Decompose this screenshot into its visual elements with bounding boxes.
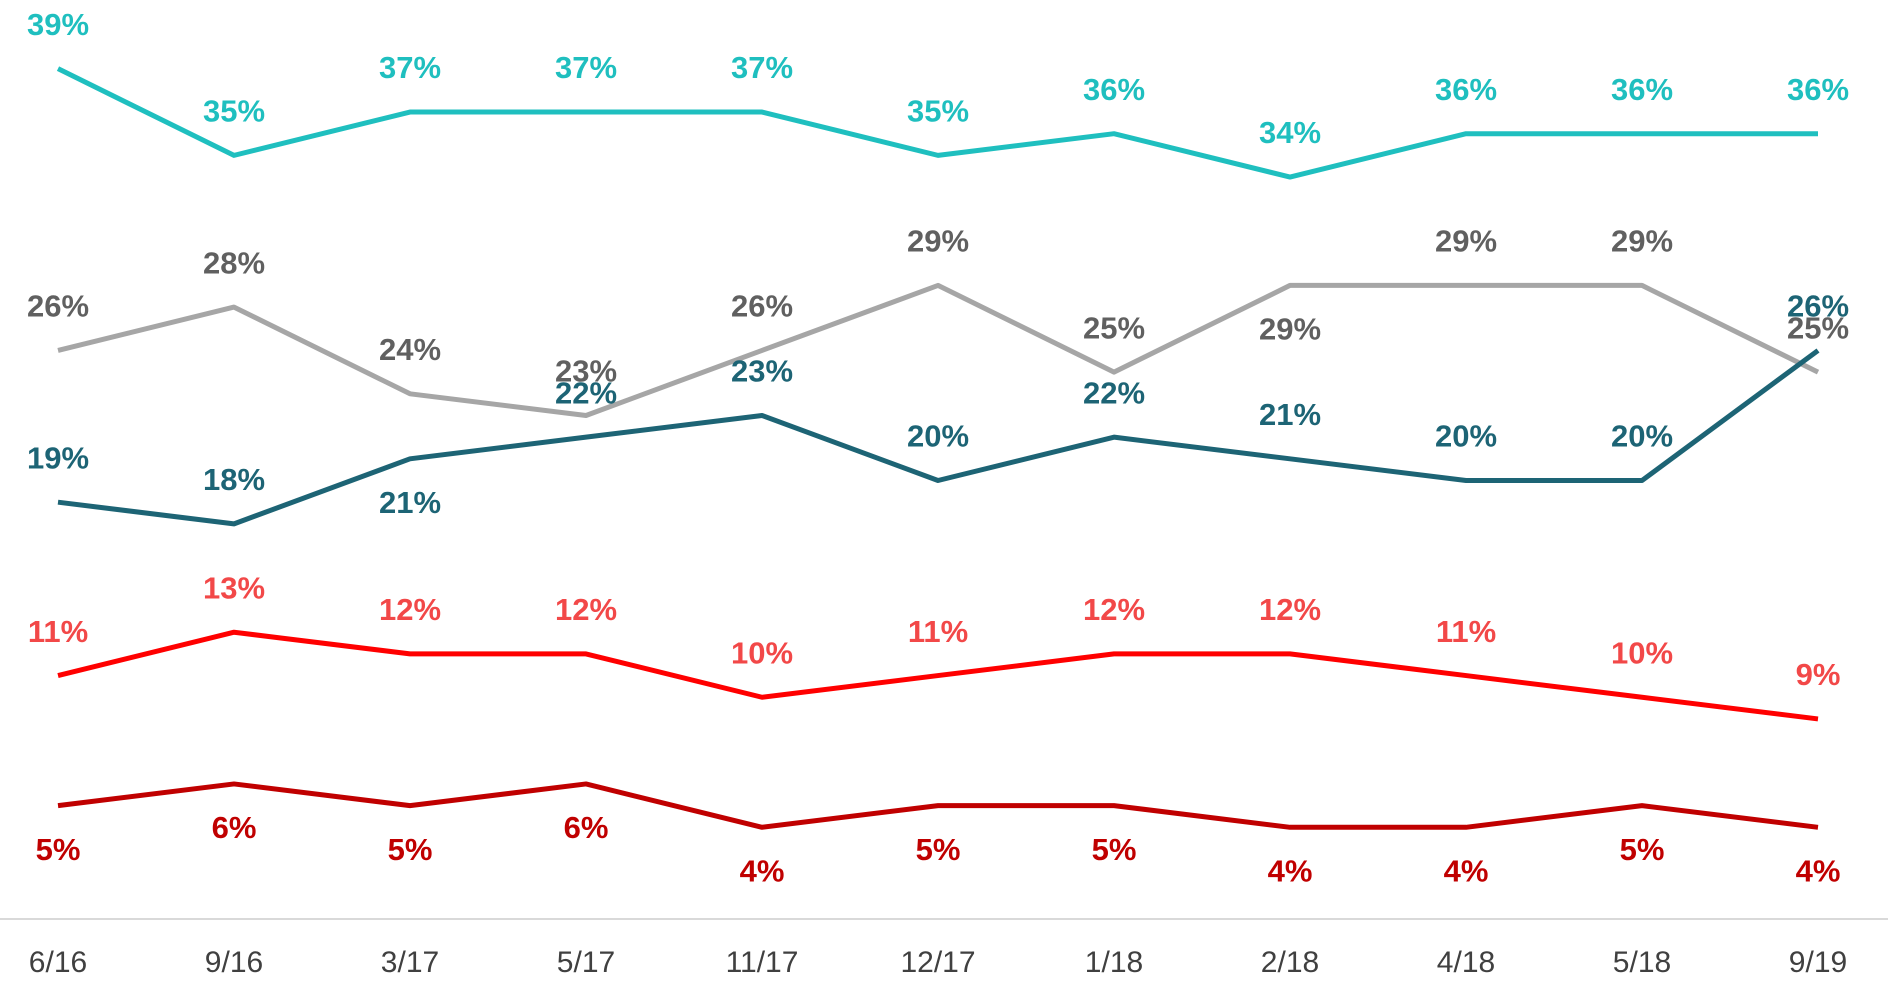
data-label: 37% (379, 50, 441, 85)
data-label: 20% (1611, 419, 1673, 454)
x-tick-label: 11/17 (726, 946, 799, 979)
data-label: 4% (1796, 853, 1841, 888)
data-label: 34% (1259, 115, 1321, 150)
data-label: 37% (731, 50, 793, 85)
data-label: 22% (555, 375, 617, 410)
data-label: 25% (1083, 310, 1145, 345)
data-label: 21% (1259, 397, 1321, 432)
data-label: 26% (731, 289, 793, 324)
data-label: 20% (907, 419, 969, 454)
data-label: 39% (27, 7, 89, 42)
data-label: 5% (916, 832, 961, 867)
data-label: 6% (212, 810, 257, 845)
data-label: 29% (907, 224, 969, 259)
data-label: 29% (1611, 224, 1673, 259)
x-tick-label: 4/18 (1437, 946, 1495, 979)
data-label: 22% (1083, 375, 1145, 410)
x-tick-label: 5/17 (557, 946, 615, 979)
data-label: 36% (1083, 72, 1145, 107)
x-tick-label: 3/17 (381, 946, 439, 979)
data-label: 35% (203, 94, 265, 129)
data-label: 12% (1259, 592, 1321, 627)
data-label: 24% (379, 332, 441, 367)
x-tick-label: 1/18 (1085, 946, 1143, 979)
data-label: 12% (555, 592, 617, 627)
x-tick-label: 9/16 (205, 946, 263, 979)
data-label: 26% (1787, 289, 1849, 324)
data-label: 4% (1444, 853, 1489, 888)
series-line (57, 629, 1819, 722)
x-tick-label: 9/19 (1789, 946, 1847, 979)
data-label: 5% (1620, 832, 1665, 867)
data-label: 36% (1611, 72, 1673, 107)
data-label: 36% (1435, 72, 1497, 107)
data-label: 25% (1787, 310, 1849, 345)
data-label: 19% (27, 440, 89, 475)
data-label: 5% (1092, 832, 1137, 867)
data-label: 10% (1611, 635, 1673, 670)
data-label: 36% (1787, 72, 1849, 107)
data-label: 29% (1435, 224, 1497, 259)
series-line (56, 66, 1818, 180)
data-label: 11% (908, 614, 968, 649)
data-label: 11% (28, 614, 88, 649)
x-tick-label: 6/16 (29, 946, 87, 979)
data-label: 26% (27, 289, 89, 324)
data-label: 23% (555, 354, 617, 389)
x-tick-label: 2/18 (1261, 946, 1319, 979)
data-label: 4% (740, 853, 785, 888)
data-label: 12% (1083, 592, 1145, 627)
series-line (57, 282, 1820, 418)
data-label: 6% (564, 810, 609, 845)
data-label: 13% (203, 570, 265, 605)
data-label: 5% (36, 832, 81, 867)
data-label: 20% (1435, 419, 1497, 454)
data-label: 18% (203, 462, 265, 497)
x-tick-label: 12/17 (900, 946, 975, 979)
data-label: 11% (1436, 614, 1496, 649)
data-label: 29% (1259, 312, 1321, 347)
x-tick-label: 5/18 (1613, 946, 1671, 979)
data-label: 28% (203, 245, 265, 280)
data-label: 12% (379, 592, 441, 627)
data-label: 21% (379, 485, 441, 520)
data-label: 4% (1268, 853, 1313, 888)
data-label: 35% (907, 94, 969, 129)
data-label: 23% (731, 354, 793, 389)
series-line (57, 348, 1820, 527)
series-line (57, 781, 1819, 830)
data-label: 37% (555, 50, 617, 85)
data-label: 9% (1796, 657, 1841, 692)
data-label: 5% (388, 832, 433, 867)
data-label: 10% (731, 635, 793, 670)
